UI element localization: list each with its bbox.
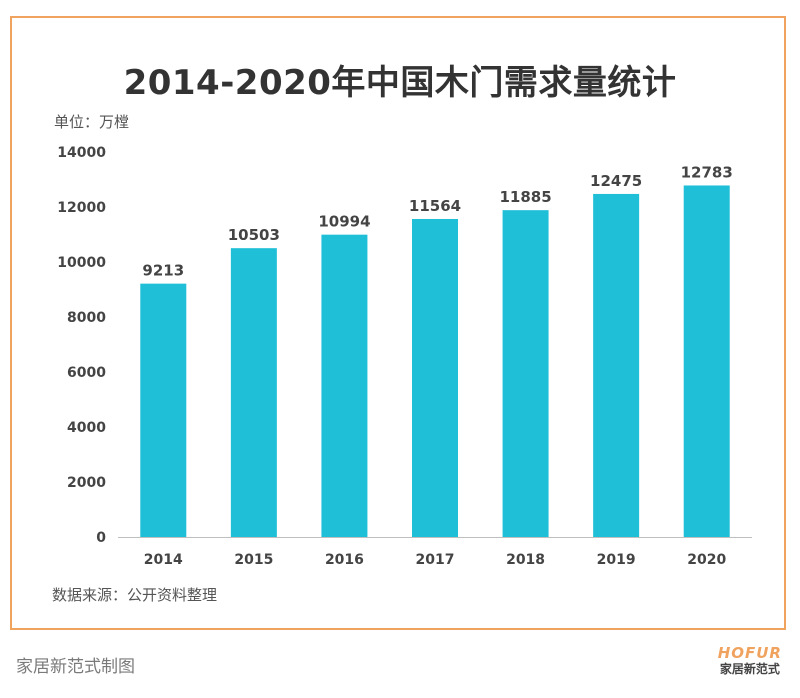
y-tick-label: 14000 [57,145,106,161]
value-label: 9213 [142,262,184,280]
bar-2016 [321,234,368,538]
bar-2015 [230,248,277,538]
value-label: 12475 [590,172,642,190]
bar-2017 [412,218,458,538]
y-tick-label: 8000 [67,310,106,326]
value-label: 11885 [499,188,551,206]
bar-2018 [502,210,549,537]
x-tick-label: 2017 [416,552,455,568]
y-tick-label: 2000 [67,475,106,491]
bar-2014 [140,283,187,537]
brand-logo-cn: 家居新范式 [719,662,780,676]
x-tick-label: 2014 [144,552,183,568]
chart-title: 2014-2020年中国木门需求量统计 [123,63,677,103]
x-tick-label: 2015 [234,552,273,568]
bar-2019 [593,193,640,537]
y-tick-label: 12000 [57,200,106,216]
brand-logo: HOFUR 家居新范式 [718,645,782,677]
x-tick-label: 2019 [597,552,636,568]
value-label: 11564 [409,197,461,215]
x-tick-label: 2020 [687,552,726,568]
x-tick-label: 2016 [325,552,364,568]
y-tick-label: 0 [96,530,106,546]
value-label: 10994 [318,213,370,231]
brand-logo-en: HOFUR [717,644,782,662]
credit-text: 家居新范式制图 [16,657,135,677]
y-tick-label: 6000 [67,365,106,381]
y-tick-label: 10000 [57,255,106,271]
chart-frame [10,16,786,630]
value-label: 10503 [228,226,280,244]
y-tick-label: 4000 [67,420,106,436]
data-source: 数据来源：公开资料整理 [52,586,218,604]
unit-label: 单位：万樘 [54,113,130,131]
x-tick-label: 2018 [506,552,545,568]
value-label: 12783 [681,163,733,181]
bar-2020 [683,185,730,537]
